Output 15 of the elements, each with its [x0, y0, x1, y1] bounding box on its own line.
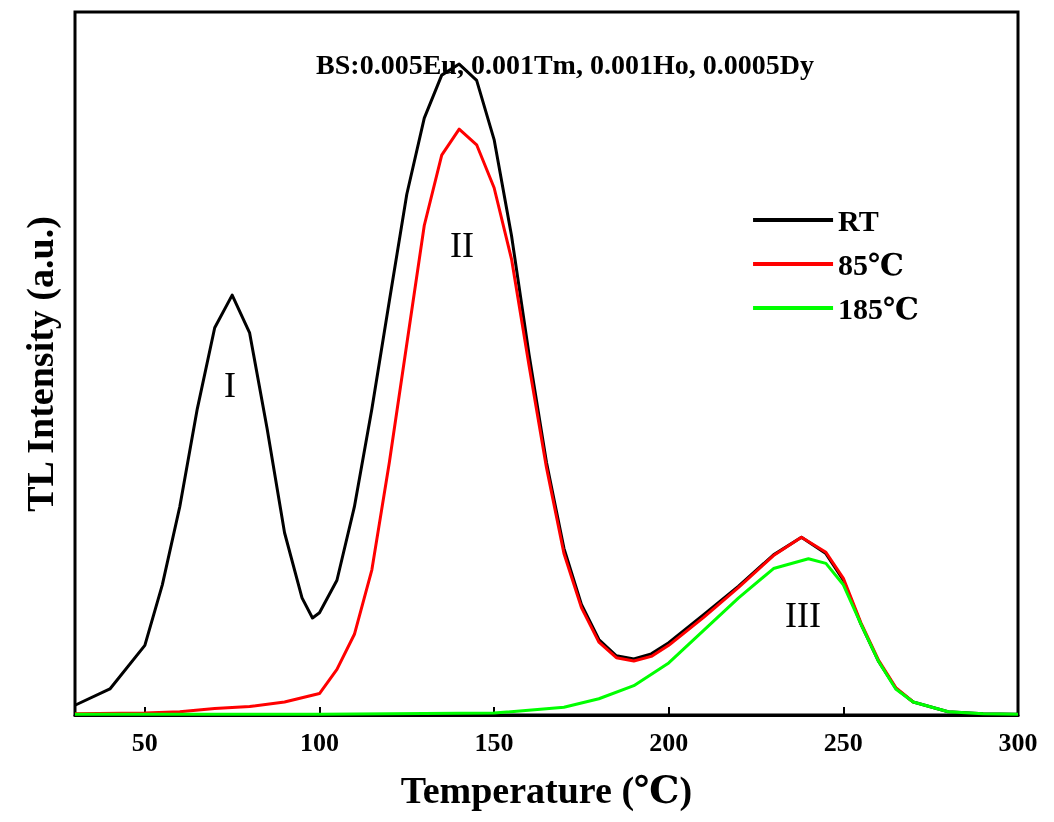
x-tick-label: 250	[823, 727, 863, 757]
legend-label: RT	[838, 203, 879, 237]
x-tick-label: 200	[649, 727, 689, 757]
x-tick-label: 100	[299, 727, 339, 757]
annotation: II	[450, 225, 474, 265]
annotation: I	[224, 365, 236, 405]
x-tick-label: 50	[131, 727, 158, 757]
annotation: III	[785, 595, 821, 635]
x-tick-label: 150	[474, 727, 514, 757]
legend-label: 85℃	[838, 247, 905, 281]
x-axis-title: Temperature (℃)	[400, 769, 693, 812]
x-tick-label: 300	[998, 727, 1038, 757]
chart-title: BS:0.005Eu, 0.001Tm, 0.001Ho, 0.0005Dy	[316, 48, 814, 80]
y-axis-title: TL Intensity (a.u.)	[19, 216, 62, 512]
legend-label: 185℃	[838, 291, 920, 325]
